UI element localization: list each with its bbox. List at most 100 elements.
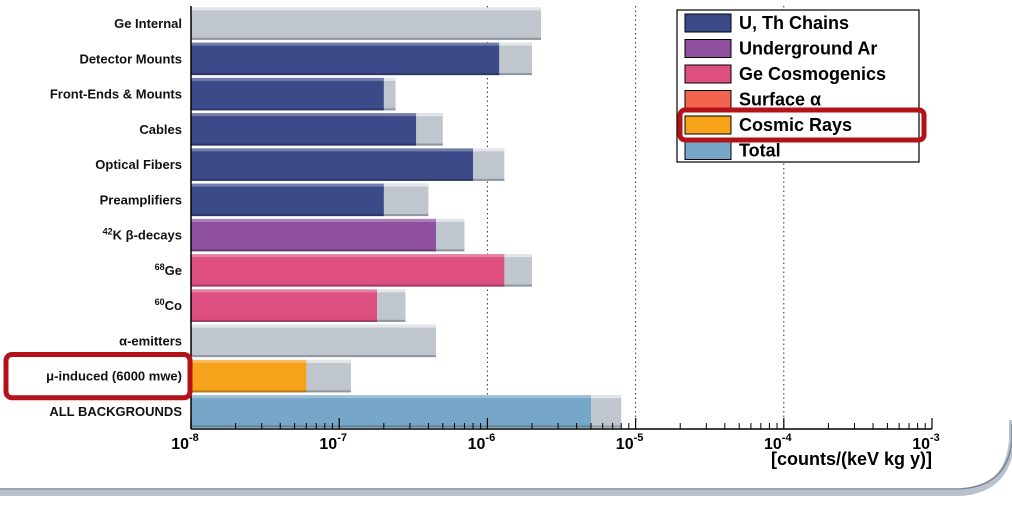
total-bar-shade: [191, 37, 542, 40]
component-bar-shade: [191, 390, 307, 393]
category-label-superscript: 42: [103, 227, 113, 237]
component-bar-highlight: [191, 113, 417, 117]
tick-label-exponent: -4: [782, 432, 793, 444]
category-label-text: K β-decays: [113, 228, 182, 243]
total-bar-highlight: [191, 324, 437, 328]
category-label-prefix: μ: [46, 369, 54, 384]
category-label-text: Front-Ends & Mounts: [50, 87, 182, 102]
category-label-text: Co: [165, 298, 182, 313]
total-bar-highlight: [191, 7, 542, 11]
tick-label-exponent: -3: [930, 432, 940, 444]
component-bar-highlight: [191, 359, 307, 363]
category-label: Ge Internal: [114, 16, 182, 31]
category-label-text: Cables: [139, 122, 182, 137]
tick-label-base: 10: [171, 436, 189, 453]
legend-box: [676, 9, 920, 163]
component-bar-shade: [191, 143, 417, 146]
category-label-text: Ge: [165, 263, 182, 278]
component-bar: [191, 113, 417, 146]
tick-label: 10-8: [171, 432, 199, 453]
x-axis-label: [counts/(keV kg y)]: [771, 449, 932, 469]
tick-label-base: 10: [912, 436, 930, 453]
category-label: Detector Mounts: [79, 51, 182, 66]
category-labels: Ge Internal Detector Mounts Front-Ends & M…: [46, 16, 182, 419]
total-bar: [191, 7, 542, 40]
grid-lines: [486, 6, 785, 429]
component-bar: [191, 183, 384, 217]
x-axis: 10-8 10-7 10-6 10-5 10-4 10-3[counts/(keV kg …: [171, 6, 940, 469]
component-bar: [191, 359, 307, 393]
component-bar: [191, 148, 474, 181]
tick-label: 10-7: [319, 432, 347, 453]
component-bar: [191, 42, 500, 76]
tick-label-exponent: -5: [634, 432, 644, 444]
component-bar: [191, 395, 591, 428]
legend-label: Underground Ar: [739, 39, 877, 59]
legend-label: Cosmic Rays: [739, 115, 852, 135]
component-bar-highlight: [191, 254, 505, 258]
category-label: μ-induced (6000 mwe): [46, 369, 182, 384]
legend-swatch: [684, 39, 732, 58]
category-label: 68Ge: [155, 262, 182, 278]
legend: U, Th Chains Underground Ar Ge Cosmogenics…: [676, 9, 920, 163]
category-label-text: α-emitters: [119, 333, 182, 348]
category-label-text: Preamplifiers: [100, 192, 182, 207]
tick-label: 10-6: [468, 432, 496, 453]
component-bar-shade: [191, 425, 591, 428]
component-bar: [191, 254, 505, 287]
total-bar: [191, 324, 437, 358]
tick-label: 10-4: [764, 432, 792, 453]
total-bar-shade: [191, 355, 437, 358]
component-bar: [191, 77, 384, 111]
tick-label: 10-3: [912, 432, 940, 453]
tick-label-exponent: -8: [189, 432, 199, 444]
tick-label-base: 10: [616, 436, 634, 453]
legend-swatch: [684, 90, 732, 109]
category-label-text: -induced (6000 mwe): [54, 369, 182, 384]
tick-label-exponent: -6: [485, 432, 495, 444]
legend-swatch: [684, 64, 732, 84]
category-label: Preamplifiers: [100, 192, 182, 207]
tick-label: 10-5: [616, 432, 644, 453]
component-bar-highlight: [191, 289, 378, 293]
component-bar-shade: [191, 108, 384, 111]
component-bar-shade: [191, 284, 505, 287]
component-bar-shade: [191, 178, 474, 181]
legend-label: Ge Cosmogenics: [739, 64, 886, 84]
category-label-superscript: 60: [155, 297, 165, 307]
category-label-text: ALL BACKGROUNDS: [49, 404, 182, 419]
component-bar: [191, 289, 378, 322]
legend-label: U, Th Chains: [739, 13, 849, 33]
bars: [191, 7, 622, 428]
component-bar-highlight: [191, 148, 474, 152]
legend-swatch: [684, 115, 732, 135]
legend-label: Total: [739, 141, 781, 161]
highlight-boxes: [3, 107, 927, 401]
tick-label-exponent: -7: [337, 432, 347, 444]
category-label: Optical Fibers: [95, 157, 182, 172]
category-label: ALL BACKGROUNDS: [49, 404, 182, 419]
category-label: Cables: [139, 122, 182, 137]
category-label-superscript: 68: [155, 262, 165, 272]
tick-label-base: 10: [764, 436, 782, 453]
component-bar-highlight: [191, 42, 500, 46]
component-bar-shade: [191, 214, 384, 217]
category-label: Front-Ends & Mounts: [50, 87, 182, 102]
component-bar-highlight: [191, 183, 384, 187]
legend-swatch: [684, 13, 732, 33]
highlight-box-legend: [677, 107, 927, 143]
category-label: 42K β-decays: [103, 227, 182, 243]
category-label-text: Detector Mounts: [79, 51, 182, 66]
component-bar-highlight: [191, 218, 437, 222]
component-bar-shade: [191, 319, 378, 322]
category-label-text: Ge Internal: [114, 16, 182, 31]
highlight-box-category: [3, 352, 193, 401]
category-label: 60Co: [155, 297, 182, 313]
category-label-text: Optical Fibers: [95, 157, 182, 172]
component-bar: [191, 218, 437, 252]
component-bar-shade: [191, 249, 437, 252]
component-bar-highlight: [191, 395, 591, 399]
tick-label-base: 10: [319, 436, 337, 453]
